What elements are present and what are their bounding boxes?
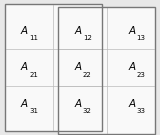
Text: 13: 13 [136,36,145,41]
Text: $\mathit{A}$: $\mathit{A}$ [74,24,83,36]
Bar [58,7,155,134]
Text: 11: 11 [29,36,38,41]
Text: 21: 21 [29,72,38,78]
Text: $\mathit{A}$: $\mathit{A}$ [20,97,29,109]
Text: 31: 31 [29,108,38,114]
Text: $\mathit{A}$: $\mathit{A}$ [128,97,136,109]
Text: 23: 23 [136,72,145,78]
Text: $\mathit{A}$: $\mathit{A}$ [128,24,136,36]
Text: 22: 22 [83,72,92,78]
Bar [5,4,102,131]
Text: $\mathit{A}$: $\mathit{A}$ [128,60,136,72]
Text: $\mathit{A}$: $\mathit{A}$ [20,24,29,36]
Text: $\mathit{A}$: $\mathit{A}$ [20,60,29,72]
Text: $\mathit{A}$: $\mathit{A}$ [74,97,83,109]
Text: 33: 33 [136,108,145,114]
Text: $\mathit{A}$: $\mathit{A}$ [74,60,83,72]
Text: 12: 12 [83,36,92,41]
Text: 32: 32 [83,108,92,114]
Bar [5,4,102,131]
Bar [58,7,155,134]
